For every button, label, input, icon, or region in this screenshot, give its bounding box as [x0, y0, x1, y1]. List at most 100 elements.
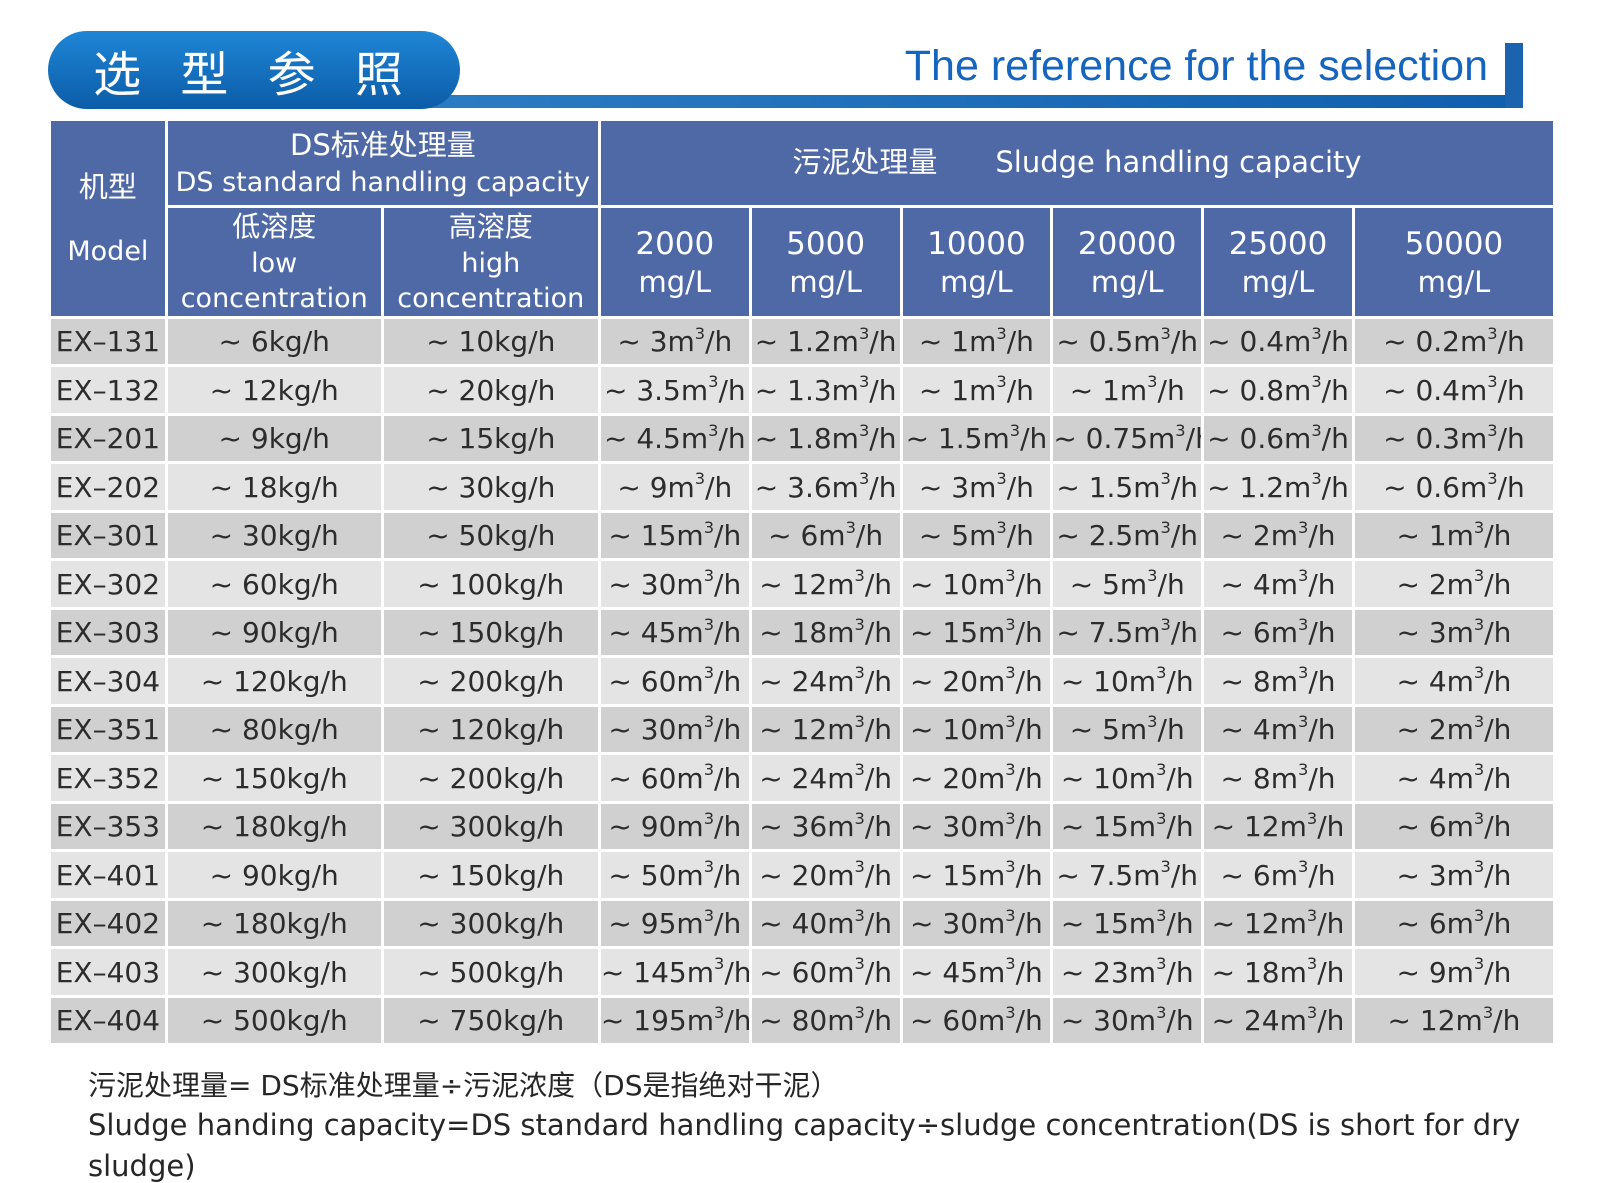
table-row: EX–403 ~ 300kg/h ~ 500kg/h ~ 145m3/h ~ 60m3/… [51, 949, 1553, 995]
table-row: EX–304 ~ 120kg/h ~ 200kg/h ~ 60m3/h ~ 24m3/h… [51, 658, 1553, 704]
header-25000-value: 25000 [1228, 225, 1328, 262]
table-row: EX–131 ~ 6kg/h ~ 10kg/h ~ 3m3/h ~ 1.2m3/h ~ 1… [51, 318, 1553, 365]
cell-capacity-10000: ~ 10m3/h [902, 706, 1051, 753]
cell-capacity-10000: ~ 30m3/h [902, 900, 1051, 947]
cell-low-capacity: ~ 180kg/h [167, 803, 381, 850]
cell-capacity-10000: ~ 30m3/h [902, 803, 1051, 850]
cell-low-capacity: ~ 12kg/h [167, 367, 381, 413]
cell-capacity-20000: ~ 0.5m3/h [1053, 318, 1202, 365]
cell-capacity-2000: ~ 3.5m3/h [600, 367, 749, 413]
footnote-en: Sludge handing capacity=DS standard hand… [88, 1108, 1521, 1183]
cell-capacity-25000: ~ 0.8m3/h [1204, 367, 1352, 413]
cell-capacity-10000: ~ 45m3/h [902, 949, 1051, 995]
header-high-concentration: 高溶度 high concentration [383, 208, 598, 316]
cell-capacity-20000: ~ 23m3/h [1053, 949, 1202, 995]
header-sludge-cn: 污泥处理量 [792, 145, 938, 180]
table-row: EX–301 ~ 30kg/h ~ 50kg/h ~ 15m3/h ~ 6m3/h ~ 5… [51, 512, 1553, 559]
header-5000-unit: mg/L [789, 265, 862, 300]
cell-high-capacity: ~ 120kg/h [383, 706, 598, 753]
en-title-text: The reference for the selection [904, 42, 1488, 90]
cell-capacity-25000: ~ 2m3/h [1204, 512, 1352, 559]
cell-capacity-20000: ~ 5m3/h [1053, 706, 1202, 753]
cell-capacity-20000: ~ 5m3/h [1053, 561, 1202, 607]
cell-capacity-10000: ~ 15m3/h [902, 852, 1051, 898]
footnotes: 污泥处理量= DS标准处理量÷污泥浓度（DS是指绝对干泥） Sludge han… [88, 1066, 1600, 1183]
header-low-en1: low [251, 247, 298, 279]
cell-capacity-2000: ~ 45m3/h [600, 609, 749, 656]
cell-capacity-2000: ~ 50m3/h [600, 852, 749, 898]
cell-high-capacity: ~ 30kg/h [383, 464, 598, 510]
cell-high-capacity: ~ 500kg/h [383, 949, 598, 995]
cell-capacity-5000: ~ 80m3/h [751, 997, 900, 1044]
table-row: EX–303 ~ 90kg/h ~ 150kg/h ~ 45m3/h ~ 18m3/h ~… [51, 609, 1553, 656]
cell-capacity-50000: ~ 6m3/h [1354, 803, 1553, 850]
cell-low-capacity: ~ 30kg/h [167, 512, 381, 559]
cell-low-capacity: ~ 180kg/h [167, 900, 381, 947]
cell-capacity-10000: ~ 60m3/h [902, 997, 1051, 1044]
cell-capacity-10000: ~ 5m3/h [902, 512, 1051, 559]
cell-capacity-25000: ~ 24m3/h [1204, 997, 1352, 1044]
cell-capacity-20000: ~ 10m3/h [1053, 658, 1202, 704]
header-25000mgl: 25000 mg/L [1204, 208, 1352, 316]
cell-capacity-5000: ~ 20m3/h [751, 852, 900, 898]
table-row: EX–201 ~ 9kg/h ~ 15kg/h ~ 4.5m3/h ~ 1.8m3/h ~… [51, 415, 1553, 462]
header-ds-en: DS standard handling capacity [175, 167, 591, 199]
cell-capacity-20000: ~ 0.75m3/h [1053, 415, 1202, 462]
cell-model: EX–402 [51, 900, 165, 947]
cell-capacity-2000: ~ 90m3/h [600, 803, 749, 850]
header-high-cn: 高溶度 [448, 210, 533, 243]
cell-capacity-20000: ~ 1m3/h [1053, 367, 1202, 413]
cell-high-capacity: ~ 150kg/h [383, 609, 598, 656]
table-row: EX–302 ~ 60kg/h ~ 100kg/h ~ 30m3/h ~ 12m3/h ~… [51, 561, 1553, 607]
cell-capacity-2000: ~ 30m3/h [600, 561, 749, 607]
header-low-cn: 低溶度 [232, 210, 317, 243]
header-5000-value: 5000 [786, 225, 866, 262]
cell-capacity-2000: ~ 30m3/h [600, 706, 749, 753]
header-high-en2: concentration [397, 282, 585, 314]
cell-capacity-25000: ~ 0.4m3/h [1204, 318, 1352, 365]
cell-low-capacity: ~ 90kg/h [167, 609, 381, 656]
cell-capacity-2000: ~ 4.5m3/h [600, 415, 749, 462]
header-20000mgl: 20000 mg/L [1053, 208, 1202, 316]
header-25000-unit: mg/L [1241, 265, 1315, 300]
header-model-cn: 机型 [78, 170, 137, 205]
table-body: EX–131 ~ 6kg/h ~ 10kg/h ~ 3m3/h ~ 1.2m3/h ~ 1… [51, 318, 1553, 1044]
cell-capacity-25000: ~ 12m3/h [1204, 900, 1352, 947]
header-sludge-capacity: 污泥处理量 Sludge handling capacity [600, 121, 1553, 205]
banner-right-corner-bar [1505, 43, 1523, 108]
header-10000mgl: 10000 mg/L [902, 208, 1051, 316]
cell-capacity-20000: ~ 15m3/h [1053, 900, 1202, 947]
cell-model: EX–403 [51, 949, 165, 995]
cell-capacity-5000: ~ 12m3/h [751, 561, 900, 607]
cell-capacity-2000: ~ 3m3/h [600, 318, 749, 365]
header-model-en: Model [67, 235, 149, 267]
cell-model: EX–201 [51, 415, 165, 462]
selection-reference-table: 机型 Model DS标准处理量 DS standard handling ca… [48, 118, 1556, 1046]
cell-capacity-25000: ~ 6m3/h [1204, 609, 1352, 656]
banner-underline-bar [305, 95, 1505, 108]
cell-capacity-25000: ~ 0.6m3/h [1204, 415, 1352, 462]
header-20000-unit: mg/L [1090, 265, 1164, 300]
cell-capacity-50000: ~ 4m3/h [1354, 755, 1553, 801]
cell-capacity-50000: ~ 0.2m3/h [1354, 318, 1553, 365]
cell-low-capacity: ~ 9kg/h [167, 415, 381, 462]
cell-capacity-5000: ~ 24m3/h [751, 658, 900, 704]
cell-capacity-10000: ~ 20m3/h [902, 755, 1051, 801]
cell-capacity-20000: ~ 15m3/h [1053, 803, 1202, 850]
header-ds-capacity: DS标准处理量 DS standard handling capacity [167, 121, 598, 205]
cell-model: EX–404 [51, 997, 165, 1044]
cell-model: EX–304 [51, 658, 165, 704]
cell-capacity-5000: ~ 12m3/h [751, 706, 900, 753]
cell-capacity-2000: ~ 60m3/h [600, 658, 749, 704]
header-5000mgl: 5000 mg/L [751, 208, 900, 316]
header-10000-unit: mg/L [940, 265, 1013, 300]
cell-capacity-10000: ~ 15m3/h [902, 609, 1051, 656]
cell-model: EX–351 [51, 706, 165, 753]
cell-capacity-20000: ~ 7.5m3/h [1053, 852, 1202, 898]
cell-low-capacity: ~ 120kg/h [167, 658, 381, 704]
header-model: 机型 Model [51, 121, 165, 316]
cell-capacity-50000: ~ 2m3/h [1354, 706, 1553, 753]
header-50000mgl: 50000 mg/L [1354, 208, 1553, 316]
header-low-concentration: 低溶度 low concentration [167, 208, 381, 316]
cell-capacity-5000: ~ 1.8m3/h [751, 415, 900, 462]
